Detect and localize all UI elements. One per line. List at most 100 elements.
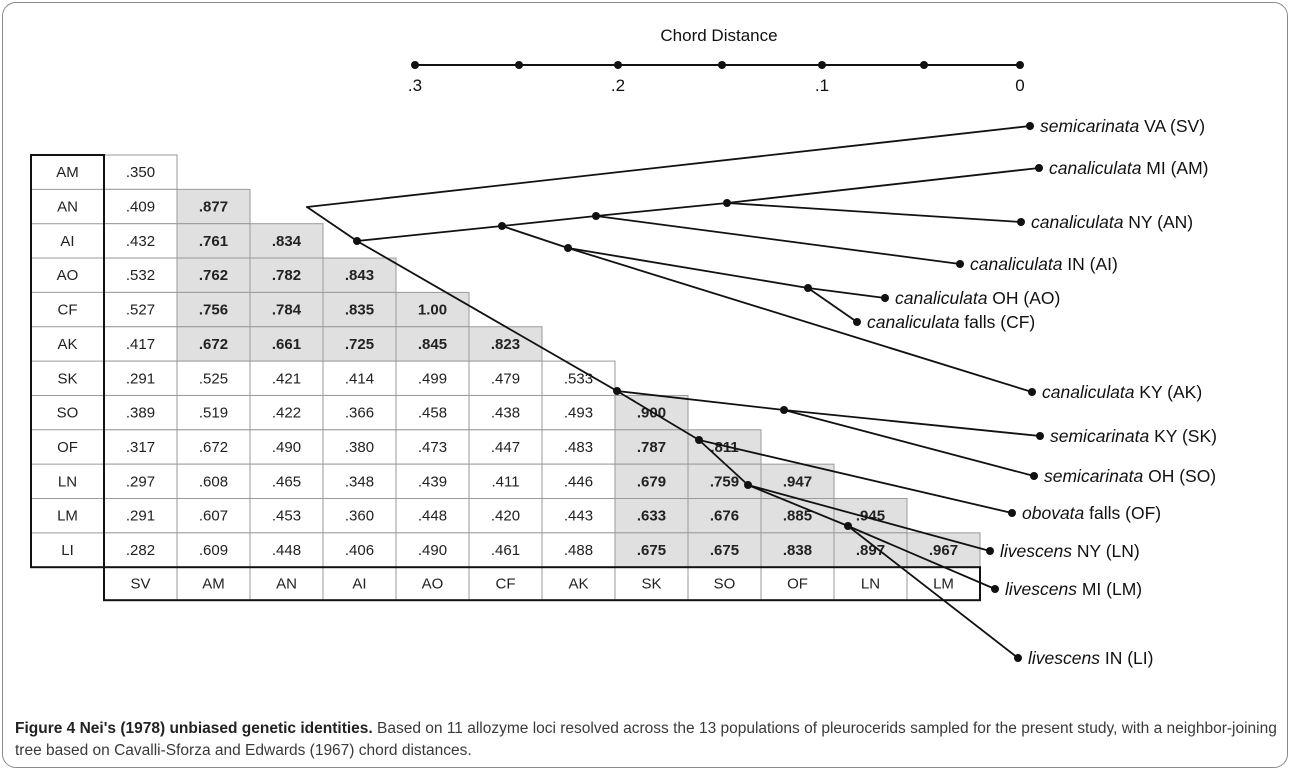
matrix-cell [395, 532, 470, 568]
leaf-population: VA (SV) [1139, 116, 1205, 136]
row-label: AI [60, 233, 74, 250]
matrix-value: .897 [856, 542, 885, 559]
tree-node [780, 406, 788, 414]
leaf-species: semicarinata [1044, 466, 1143, 486]
leaf-population: IN (LI) [1100, 648, 1153, 668]
tree-leaf-label: canaliculata KY (AK) [1042, 382, 1202, 402]
matrix-cell [468, 326, 543, 362]
caption-text: Based on 11 allozyme loci resolved acros… [15, 720, 1277, 759]
caption-label: Figure 4 Nei's (1978) unbiased genetic i… [15, 720, 373, 737]
matrix-cell [541, 394, 616, 431]
matrix-value: .885 [783, 508, 812, 525]
scale-tick-label: .3 [408, 76, 422, 95]
matrix-value: .417 [126, 336, 155, 353]
row-label: LI [61, 542, 74, 559]
matrix-value: .877 [199, 199, 228, 216]
col-label: CF [496, 576, 516, 593]
tree-branch [698, 439, 1013, 514]
tree-branch [807, 287, 886, 299]
matrix-value: .499 [418, 370, 447, 387]
matrix-value: .787 [637, 439, 666, 456]
tree-branch [783, 409, 1035, 477]
matrix-value: .838 [783, 542, 812, 559]
row-label: LM [57, 508, 78, 525]
matrix-value: .420 [491, 508, 520, 525]
matrix-value: .422 [272, 405, 301, 422]
leaf-population: NY (AN) [1123, 212, 1193, 232]
scale-tick-2 [614, 61, 622, 69]
col-label: AI [352, 576, 366, 593]
leaf-population: KY (AK) [1134, 382, 1202, 402]
matrix-value: .672 [199, 336, 228, 353]
matrix-cell [541, 498, 616, 534]
tree-leaf-point [1026, 122, 1034, 130]
tree-branch [501, 215, 597, 227]
col-label: SV [130, 576, 150, 593]
row-label: AK [57, 336, 77, 353]
tree-leaf-point [853, 318, 861, 326]
tree-branch [847, 525, 1019, 659]
row-label: AM [56, 164, 79, 181]
matrix-value: .672 [199, 439, 228, 456]
leaf-species: canaliculata [1031, 212, 1124, 232]
matrix-value: .446 [564, 473, 593, 490]
matrix-value: .633 [637, 508, 666, 525]
matrix-value: .291 [126, 508, 155, 525]
matrix-value: .380 [345, 439, 374, 456]
matrix-cell [249, 394, 324, 431]
tree-branch [698, 439, 749, 486]
matrix-value: .406 [345, 542, 374, 559]
matrix-value: .490 [418, 542, 447, 559]
tree-branch [306, 125, 1031, 208]
leaf-species: livescens [1000, 541, 1072, 561]
tree-branch [807, 287, 858, 323]
matrix-cell [249, 223, 324, 259]
matrix-value: .421 [272, 370, 301, 387]
tree-leaf-label: semicarinata OH (SO) [1044, 466, 1216, 486]
leaf-species: canaliculata [1049, 158, 1142, 178]
matrix-value: .676 [710, 508, 739, 525]
matrix-cell [103, 291, 178, 328]
matrix-cell [176, 188, 251, 225]
matrix-value: .519 [199, 405, 228, 422]
tree-branch [356, 240, 618, 392]
tree-branch [595, 202, 728, 217]
scale-tick-label: .2 [611, 76, 625, 95]
nj-tree: semicarinata VA (SV) canaliculata MI (AM)… [306, 116, 1217, 668]
matrix-cell [395, 360, 470, 396]
matrix-value: .291 [126, 370, 155, 387]
matrix-cell [176, 257, 251, 293]
matrix-cell [103, 223, 178, 259]
matrix-cell [468, 532, 543, 568]
matrix-cell [176, 326, 251, 362]
col-label: AM [202, 576, 225, 593]
matrix-value: .762 [199, 267, 228, 284]
tree-leaf-point [1014, 654, 1022, 662]
matrix-value: .761 [199, 233, 228, 250]
matrix-value: .448 [418, 508, 447, 525]
tree-branch [783, 409, 1041, 437]
matrix-cell [468, 498, 543, 534]
matrix-value: .461 [491, 542, 520, 559]
tree-node [844, 522, 852, 530]
matrix-value: .661 [272, 336, 301, 353]
leaf-species: canaliculata [1042, 382, 1135, 402]
matrix-cell [249, 326, 324, 362]
leaf-population: falls (OF) [1084, 503, 1161, 523]
tree-leaf-point [986, 547, 994, 555]
leaf-species: canaliculata [895, 288, 988, 308]
matrix-cell [176, 463, 251, 499]
matrix-value: .843 [345, 267, 374, 284]
matrix-value: .823 [491, 336, 520, 353]
col-label-box [103, 566, 981, 602]
matrix-value: .532 [126, 267, 155, 284]
matrix-value: .453 [272, 508, 301, 525]
matrix-value: .432 [126, 233, 155, 250]
scale-tick-0 [411, 61, 419, 69]
tree-node [498, 222, 506, 230]
matrix-value: .490 [272, 439, 301, 456]
scale-tick-label: 0 [1015, 76, 1024, 95]
leaf-population: MI (LM) [1077, 579, 1142, 599]
matrix-cell [687, 532, 762, 568]
